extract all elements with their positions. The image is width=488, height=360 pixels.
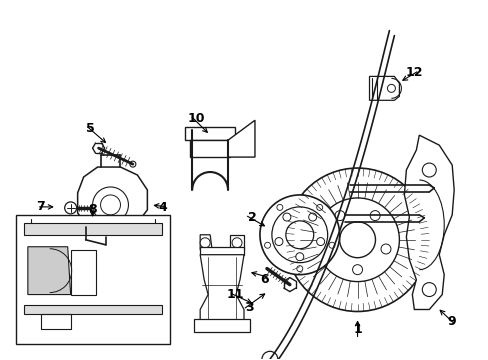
Circle shape	[200, 238, 210, 248]
Polygon shape	[24, 223, 162, 235]
Circle shape	[328, 242, 334, 248]
Circle shape	[260, 195, 339, 275]
Circle shape	[64, 202, 77, 214]
Circle shape	[315, 198, 399, 282]
Text: 9: 9	[446, 315, 455, 328]
Circle shape	[296, 266, 302, 272]
Circle shape	[316, 204, 322, 210]
Polygon shape	[185, 127, 235, 140]
Circle shape	[92, 187, 128, 223]
Circle shape	[369, 211, 379, 221]
Polygon shape	[194, 319, 249, 332]
Text: 6: 6	[260, 273, 269, 286]
Circle shape	[324, 244, 333, 254]
Text: 2: 2	[247, 211, 256, 224]
Polygon shape	[71, 250, 95, 294]
Circle shape	[283, 213, 290, 221]
Polygon shape	[78, 167, 147, 237]
Polygon shape	[200, 247, 244, 255]
Bar	[16, 215, 170, 345]
Circle shape	[295, 253, 303, 261]
Circle shape	[352, 265, 362, 275]
Circle shape	[262, 351, 277, 360]
Circle shape	[271, 207, 327, 263]
Text: 1: 1	[352, 323, 361, 336]
Polygon shape	[369, 76, 399, 100]
Circle shape	[422, 283, 435, 297]
Text: 8: 8	[88, 203, 97, 216]
Polygon shape	[200, 235, 212, 250]
Polygon shape	[28, 247, 71, 294]
Circle shape	[316, 238, 324, 246]
Circle shape	[308, 213, 316, 221]
Circle shape	[101, 195, 120, 215]
Polygon shape	[404, 135, 453, 310]
Circle shape	[130, 161, 136, 167]
Circle shape	[285, 221, 313, 249]
Text: 7: 7	[36, 201, 45, 213]
Circle shape	[285, 168, 428, 311]
Circle shape	[339, 222, 375, 258]
Circle shape	[380, 244, 390, 254]
Text: 4: 4	[158, 201, 166, 215]
Circle shape	[264, 242, 270, 248]
Circle shape	[276, 204, 282, 210]
Text: 12: 12	[405, 66, 422, 79]
Circle shape	[334, 211, 344, 221]
Text: 11: 11	[226, 288, 244, 301]
Text: 5: 5	[86, 122, 95, 135]
Text: 10: 10	[187, 112, 204, 125]
Circle shape	[232, 238, 242, 248]
Polygon shape	[227, 120, 254, 157]
Circle shape	[274, 238, 283, 246]
Polygon shape	[200, 255, 244, 324]
Polygon shape	[24, 305, 162, 315]
Text: 3: 3	[245, 301, 254, 314]
Polygon shape	[190, 140, 229, 157]
Circle shape	[422, 163, 435, 177]
Circle shape	[386, 84, 395, 92]
Polygon shape	[229, 235, 244, 250]
